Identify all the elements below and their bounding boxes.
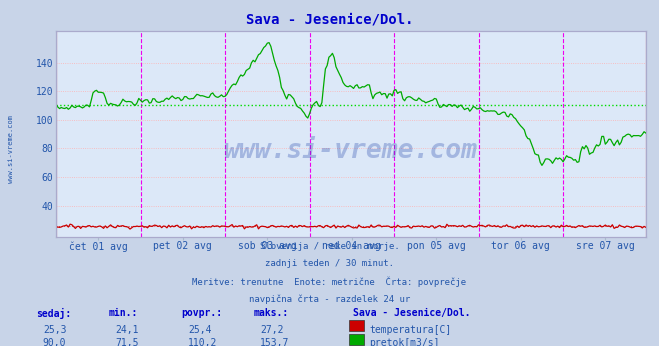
Text: temperatura[C]: temperatura[C]	[369, 325, 451, 335]
Text: 24,1: 24,1	[115, 325, 139, 335]
Text: zadnji teden / 30 minut.: zadnji teden / 30 minut.	[265, 260, 394, 268]
Text: 27,2: 27,2	[260, 325, 284, 335]
Text: povpr.:: povpr.:	[181, 308, 222, 318]
Text: pretok[m3/s]: pretok[m3/s]	[369, 338, 440, 346]
Text: 110,2: 110,2	[188, 338, 217, 346]
Text: Sava - Jesenice/Dol.: Sava - Jesenice/Dol.	[246, 12, 413, 26]
Text: maks.:: maks.:	[254, 308, 289, 318]
Text: Meritve: trenutne  Enote: metrične  Črta: povprečje: Meritve: trenutne Enote: metrične Črta: …	[192, 277, 467, 287]
Text: sedaj:: sedaj:	[36, 308, 71, 319]
Text: 71,5: 71,5	[115, 338, 139, 346]
Text: Sava - Jesenice/Dol.: Sava - Jesenice/Dol.	[353, 308, 470, 318]
Text: min.:: min.:	[109, 308, 138, 318]
Text: 25,3: 25,3	[43, 325, 67, 335]
Text: Slovenija / reke in morje.: Slovenija / reke in morje.	[260, 242, 399, 251]
Text: 90,0: 90,0	[43, 338, 67, 346]
Text: 25,4: 25,4	[188, 325, 212, 335]
Text: www.si-vreme.com: www.si-vreme.com	[224, 138, 478, 164]
Text: 153,7: 153,7	[260, 338, 290, 346]
Text: www.si-vreme.com: www.si-vreme.com	[8, 115, 14, 183]
Text: navpična črta - razdelek 24 ur: navpična črta - razdelek 24 ur	[249, 294, 410, 303]
